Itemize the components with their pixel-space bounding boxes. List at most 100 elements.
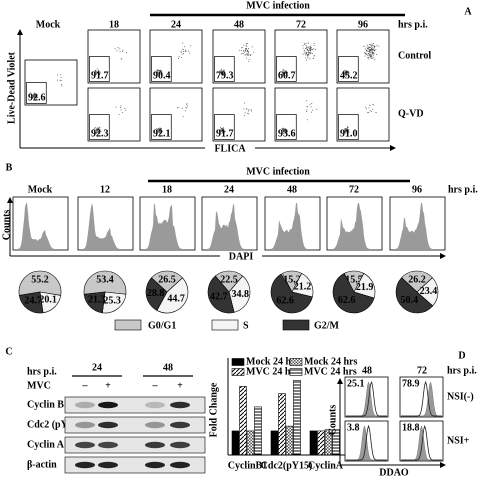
panel-letter: A — [464, 6, 472, 17]
dot — [33, 96, 35, 98]
dot — [221, 132, 223, 134]
dot — [246, 50, 248, 52]
dot — [347, 71, 349, 73]
dot — [281, 128, 283, 130]
label: hrs p.i. — [27, 366, 57, 377]
pie-label: 44.7 — [167, 293, 185, 304]
dot — [309, 47, 311, 49]
dot — [181, 48, 183, 50]
row-label: NSI(-) — [447, 391, 474, 402]
dot — [313, 45, 315, 47]
dot — [30, 93, 32, 95]
dot — [185, 106, 187, 108]
dot — [365, 53, 367, 55]
band — [75, 461, 95, 469]
dot — [33, 92, 35, 94]
dot — [158, 129, 160, 131]
dot — [157, 72, 159, 74]
row-label: Cyclin B1 — [27, 399, 69, 410]
dot — [224, 72, 226, 74]
dot — [96, 131, 98, 133]
dot — [243, 102, 245, 104]
dot — [115, 106, 117, 108]
dot — [94, 126, 96, 128]
gate — [89, 114, 110, 140]
dot — [116, 50, 118, 52]
dot — [345, 132, 347, 134]
label: 72 — [349, 184, 359, 195]
dot — [367, 46, 369, 48]
dot — [284, 71, 286, 73]
legend-swatch — [231, 368, 245, 376]
dot — [308, 49, 310, 51]
pie-label: 26.5 — [158, 275, 176, 286]
dot — [378, 45, 380, 47]
dot — [307, 53, 309, 55]
dot — [307, 42, 309, 44]
dot — [344, 128, 346, 130]
dot — [372, 45, 374, 47]
dot — [285, 75, 287, 77]
row-label: Cyclin A — [27, 439, 65, 450]
band — [170, 441, 190, 449]
gate — [338, 56, 359, 82]
dot — [306, 119, 308, 121]
dot — [310, 111, 312, 113]
dot — [245, 42, 247, 44]
dot — [160, 69, 162, 71]
dot — [220, 72, 222, 74]
dot — [287, 130, 289, 132]
dot — [306, 52, 308, 54]
dot — [98, 72, 100, 74]
dot — [303, 42, 305, 44]
label: + — [105, 380, 111, 391]
dot — [311, 48, 313, 50]
band — [170, 401, 190, 409]
panel-letter: D — [458, 350, 465, 361]
legend-swatch — [211, 319, 239, 331]
dot — [306, 54, 308, 56]
pie-slice — [395, 277, 434, 314]
dot — [244, 112, 246, 114]
dot — [181, 53, 183, 55]
legend-swatch — [231, 358, 245, 366]
dot — [95, 128, 97, 130]
axis-label: Live-Dead Violet — [6, 51, 17, 124]
dot — [369, 50, 371, 52]
dot — [122, 111, 124, 113]
dot — [95, 69, 97, 71]
pie-label: 15.5 — [345, 275, 363, 286]
dot — [95, 73, 97, 75]
dot — [185, 49, 187, 51]
dot — [305, 51, 307, 53]
dot — [367, 54, 369, 56]
dot — [283, 131, 285, 133]
dot — [284, 130, 286, 132]
pie-label: 21.3 — [88, 294, 106, 305]
dot — [120, 109, 122, 111]
dot — [367, 51, 369, 53]
axis-label: Counts — [327, 405, 338, 436]
dot — [125, 52, 127, 54]
dot — [31, 95, 33, 97]
dot — [246, 54, 248, 56]
dot — [159, 132, 161, 134]
dot — [369, 110, 371, 112]
dot — [343, 130, 345, 132]
dot — [305, 46, 307, 48]
dot — [251, 46, 253, 48]
dot — [99, 127, 101, 129]
blot — [64, 396, 206, 414]
dot — [241, 47, 243, 49]
dot — [344, 70, 346, 72]
dot — [372, 57, 374, 59]
dot — [370, 56, 372, 58]
dot — [94, 130, 96, 132]
dot — [304, 54, 306, 56]
gate — [26, 82, 47, 104]
dot — [375, 49, 377, 51]
pie-slice — [332, 273, 375, 314]
dot — [96, 128, 98, 130]
dot — [310, 46, 312, 48]
dot — [307, 106, 309, 108]
